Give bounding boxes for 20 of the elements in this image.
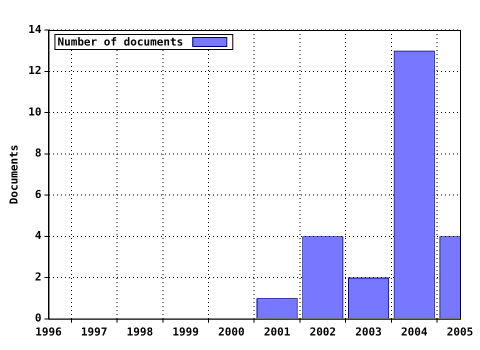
y-tick-label: 14 — [28, 22, 42, 36]
x-tick-label: 1996 — [35, 325, 62, 338]
y-tick-label: 6 — [34, 188, 42, 201]
x-tick-label: 2001 — [264, 325, 291, 338]
y-tick-label: 4 — [34, 229, 42, 242]
legend-label: Number of documents — [57, 35, 184, 48]
x-tick-label: 1998 — [126, 325, 154, 338]
y-tick-label: 12 — [28, 64, 42, 78]
y-axis-title: Documents — [7, 144, 20, 204]
x-tick-label: 2004 — [401, 325, 428, 338]
x-tick-label: 2000 — [218, 325, 245, 338]
y-tick-label: 8 — [34, 146, 42, 160]
y-tick-label: 2 — [34, 270, 42, 284]
y-tick-label: 0 — [34, 312, 42, 325]
y-tick-label: 10 — [28, 105, 42, 118]
x-tick-label: 1999 — [172, 325, 199, 338]
x-tick-label: 1997 — [80, 325, 108, 338]
x-tick-label: 2002 — [310, 325, 336, 338]
x-tick-label: 2003 — [355, 325, 382, 338]
x-tick-label: 2005 — [446, 325, 474, 338]
